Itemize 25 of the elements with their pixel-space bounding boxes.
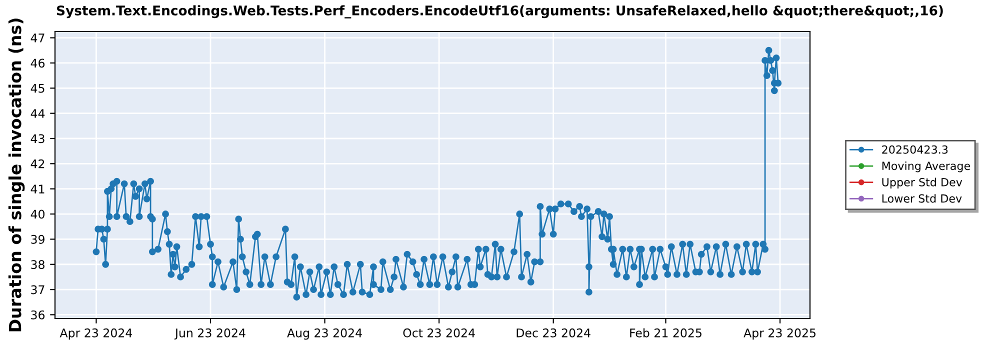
x-tick-label: Apr 23 2024 bbox=[60, 328, 132, 340]
y-tick-label: 38 bbox=[31, 260, 44, 270]
y-tick-label: 40 bbox=[30, 210, 44, 219]
y-tick-label: 39 bbox=[31, 234, 44, 244]
y-axis-title: Duration of single invocation (ns) bbox=[8, 18, 25, 332]
legend-label: 20250423.3 bbox=[882, 145, 948, 154]
legend-label: Moving Average bbox=[882, 161, 970, 172]
legend-label: Lower Std Dev bbox=[882, 194, 962, 203]
x-tick-label: Aug 23 2024 bbox=[287, 328, 362, 340]
y-tick-label: 46 bbox=[30, 58, 45, 68]
y-tick-label: 45 bbox=[30, 84, 44, 93]
x-tick-label: Oct 23 2024 bbox=[403, 328, 475, 338]
x-tick-label: Dec 23 2024 bbox=[516, 328, 590, 338]
chart-title: System.Text.Encodings.Web.Tests.Perf_Encoders.EncodeUtf16(arguments: UnsafeRelaxed,hello &quot;there&quot;,16) bbox=[56, 5, 943, 18]
y-tick-label: 41 bbox=[30, 184, 44, 194]
y-tick-label: 43 bbox=[30, 134, 44, 144]
y-tick-label: 44 bbox=[30, 109, 45, 118]
y-tick-label: 42 bbox=[30, 159, 44, 168]
x-tick-label: Feb 21 2025 bbox=[630, 328, 702, 338]
y-tick-label: 36 bbox=[31, 310, 45, 320]
x-tick-label: Jun 23 2024 bbox=[174, 328, 246, 340]
y-tick-label: 47 bbox=[30, 34, 44, 42]
y-tick-label: 37 bbox=[31, 285, 44, 294]
legend-label: Upper Std Dev bbox=[882, 178, 962, 189]
x-tick-label: Apr 23 2025 bbox=[744, 328, 816, 340]
